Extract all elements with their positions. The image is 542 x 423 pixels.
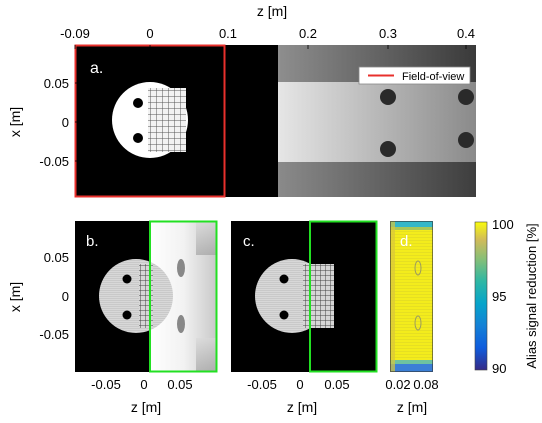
panel-a: Field-of-view a. -0.09 0 0.1 0.2 0.3 0.4…	[7, 3, 476, 198]
panel-a-ytick-labels: 0.05 0 -0.05	[39, 76, 69, 169]
colorbar-tick-labels: 100 95 90	[492, 217, 514, 376]
panel-b-ghost-bottom	[177, 315, 185, 333]
panel-a-ylabel: x [m]	[7, 107, 23, 137]
panel-d-label: d.	[400, 233, 413, 250]
panel-d-xlabel: z [m]	[397, 399, 427, 415]
panel-c-label: c.	[243, 233, 255, 250]
panel-a-alias-mid	[278, 82, 476, 162]
panel-a-label: a.	[90, 60, 103, 77]
panel-c-hole-top	[279, 274, 289, 284]
panel-c-xtick: 0	[296, 377, 303, 392]
panel-a-ghost-4	[458, 132, 474, 148]
panel-a-resolution-grid	[148, 88, 186, 152]
panel-d-edge-top-2	[390, 227, 433, 230]
panel-d-feature-bottom	[414, 315, 422, 331]
colorbar-tick: 90	[492, 361, 506, 376]
panel-a-ghost-2	[458, 89, 474, 105]
panel-b-phantom	[99, 259, 173, 333]
colorbar-tick: 95	[492, 289, 506, 304]
panel-a-xtick: 0.4	[457, 26, 475, 41]
panel-a-ghost-1	[380, 89, 396, 105]
panel-a-ghost-3	[380, 141, 396, 157]
panel-a-xtick: 0.2	[299, 26, 317, 41]
colorbar-tick: 100	[492, 217, 514, 232]
panel-a-ytick: 0.05	[44, 76, 69, 91]
panel-a-xtick: 0.3	[379, 26, 397, 41]
panel-c-xtick: 0.05	[324, 377, 349, 392]
panel-a-alias-bot	[278, 162, 476, 197]
panel-b-ytick: 0.05	[44, 250, 69, 265]
panel-c: c. -0.05 0 0.05 z [m]	[231, 220, 378, 415]
panel-c-resolution-grid	[303, 264, 334, 328]
panel-d-left-band	[390, 221, 395, 372]
panel-a-xtick: 0.1	[219, 26, 237, 41]
panel-c-hole-bottom	[279, 310, 289, 320]
panel-d-edge-bottom	[390, 364, 433, 372]
panel-d-map	[390, 221, 433, 372]
panel-c-xtick-labels: -0.05 0 0.05	[247, 377, 349, 392]
panel-a-hole-top	[133, 98, 143, 108]
panel-a-xlabel: z [m]	[257, 3, 287, 19]
panel-c-fov-box	[309, 220, 378, 373]
panel-b-alias-shade-top	[196, 221, 217, 255]
legend-label: Field-of-view	[402, 71, 464, 83]
panel-b-hole-bottom	[122, 310, 132, 320]
panel-b-hole-top	[122, 274, 132, 284]
panel-b-fov-box	[149, 220, 218, 373]
panel-a-ytick: 0	[62, 115, 69, 130]
panel-d-edge-bottom-2	[390, 360, 433, 364]
panel-b-ylabel: x [m]	[7, 282, 23, 312]
panel-c-xlabel: z [m]	[287, 399, 317, 415]
panel-b: b. 0.05 0 -0.05 x [m] -0.05 0 0.05 z [m]	[7, 220, 218, 415]
panel-b-xtick-labels: -0.05 0 0.05	[91, 377, 192, 392]
panel-a-xtick-labels: -0.09 0 0.1 0.2 0.3 0.4	[60, 26, 475, 41]
legend: Field-of-view	[358, 66, 471, 85]
panel-b-ytick: 0	[62, 289, 69, 304]
colorbar-gradient	[474, 221, 488, 371]
panel-a-ticks	[74, 45, 467, 162]
panel-b-xtick: -0.05	[91, 377, 121, 392]
panel-b-xtick: 0	[140, 377, 147, 392]
panel-a-xtick: -0.09	[60, 26, 90, 41]
panel-b-ghost-top	[177, 259, 185, 277]
panel-d-edge-top	[390, 221, 433, 227]
panel-d-xtick: 0.08	[413, 377, 438, 392]
panel-a-xtick: 0	[146, 26, 153, 41]
colorbar-label: Alias signal reduction [%]	[524, 223, 539, 368]
panel-b-xtick: 0.05	[167, 377, 192, 392]
panel-b-ytick: -0.05	[39, 327, 69, 342]
panel-b-label: b.	[86, 233, 99, 250]
panel-d: d. 0.02 0.08 z [m]	[385, 221, 439, 415]
panel-d-frame	[390, 221, 433, 372]
panel-b-ytick-labels: 0.05 0 -0.05	[39, 250, 69, 342]
panel-b-xlabel: z [m]	[131, 399, 161, 415]
legend-box	[358, 66, 471, 85]
panel-d-feature-top	[414, 260, 422, 276]
panel-c-xtick: -0.05	[247, 377, 277, 392]
panel-b-alias-shade-bottom	[196, 338, 217, 372]
panel-d-xtick: 0.02	[385, 377, 410, 392]
panel-a-ytick: -0.05	[39, 154, 69, 169]
panel-d-xtick-labels: 0.02 0.08	[385, 377, 438, 392]
colorbar: 100 95 90 Alias signal reduction [%]	[474, 217, 539, 376]
panel-a-hole-bottom	[133, 133, 143, 143]
